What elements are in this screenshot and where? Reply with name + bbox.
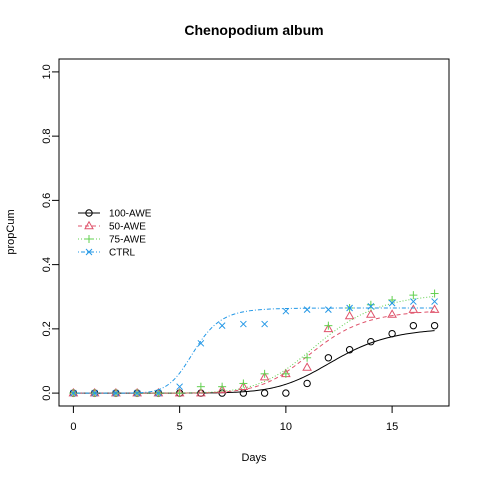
- data-point: [260, 389, 269, 397]
- legend-item: CTRL: [78, 248, 136, 259]
- x-axis-label: Days: [241, 452, 267, 464]
- data-point: [218, 382, 227, 391]
- x-axis: 0 5 10 15: [70, 405, 398, 433]
- legend-marker: [85, 209, 93, 217]
- data-point: [217, 384, 227, 394]
- data-point: [282, 307, 290, 315]
- data-point: [197, 339, 205, 347]
- fit-line-100-AWE: [73, 330, 435, 394]
- data-point: [176, 383, 183, 391]
- series-CTRL: [70, 298, 438, 397]
- data-point: [388, 329, 396, 338]
- data-point: [408, 304, 419, 313]
- data-point: [323, 323, 334, 333]
- data-point: [303, 306, 311, 313]
- data-point: [240, 320, 247, 328]
- data-point: [155, 389, 162, 397]
- series-layer: [68, 289, 440, 398]
- data-point: [409, 298, 417, 305]
- data-point: [282, 389, 290, 397]
- y-axis: 0.0 0.2 0.4 0.6 0.8 1.0: [41, 64, 60, 401]
- data-point: [367, 338, 375, 346]
- legend-item: 100-AWE: [78, 209, 152, 220]
- data-point: [112, 389, 120, 397]
- data-point: [133, 389, 141, 397]
- series-50-AWE: [68, 304, 440, 397]
- y-tick-label: 0.6: [41, 193, 53, 208]
- y-axis-label: propCum: [5, 209, 17, 254]
- legend: 100-AWE 50-AWE 75-AWE CTRL: [78, 209, 152, 259]
- fit-line-50-AWE: [73, 311, 435, 394]
- legend-marker: [85, 235, 93, 243]
- data-point: [387, 309, 397, 318]
- data-point: [239, 389, 248, 397]
- data-point: [429, 304, 440, 313]
- x-tick-label: 10: [280, 421, 292, 433]
- data-point: [281, 369, 290, 378]
- data-point: [261, 320, 268, 328]
- data-point: [303, 379, 311, 388]
- plot-frame: [58, 58, 450, 407]
- x-tick-label: 15: [386, 421, 398, 433]
- data-point: [70, 389, 77, 397]
- data-point: [259, 371, 270, 381]
- data-point: [175, 389, 184, 398]
- data-point: [239, 379, 248, 388]
- data-point: [367, 303, 375, 310]
- data-point: [430, 289, 439, 298]
- data-point: [409, 321, 418, 330]
- x-tick-label: 0: [70, 421, 76, 433]
- data-point: [365, 309, 376, 318]
- legend-label: CTRL: [109, 248, 136, 259]
- data-point: [91, 389, 99, 397]
- legend-item: 75-AWE: [78, 235, 146, 246]
- series-100-AWE: [69, 321, 439, 397]
- y-tick-label: 0.4: [41, 257, 53, 272]
- fit-line-CTRL: [73, 307, 435, 394]
- data-point: [302, 362, 312, 371]
- legend-label: 50-AWE: [109, 222, 146, 233]
- data-point: [366, 300, 375, 309]
- data-point: [260, 369, 269, 378]
- chart-title: Chenopodium album: [184, 22, 323, 38]
- data-point: [346, 304, 353, 312]
- data-point: [324, 321, 333, 330]
- fit-line-75-AWE: [73, 295, 435, 394]
- series-75-AWE: [69, 289, 439, 398]
- y-tick-label: 0.2: [41, 321, 53, 336]
- data-point: [345, 346, 354, 354]
- data-point: [388, 299, 396, 307]
- data-point: [430, 321, 439, 330]
- legend-label: 100-AWE: [109, 209, 152, 220]
- data-point: [324, 354, 333, 362]
- data-point: [431, 298, 438, 305]
- data-point: [218, 322, 226, 330]
- legend-marker: [85, 248, 93, 256]
- legend-marker: [84, 220, 94, 230]
- data-point: [196, 382, 205, 391]
- data-point: [409, 291, 418, 300]
- data-point: [303, 353, 312, 362]
- y-tick-label: 1.0: [41, 64, 53, 79]
- legend-label: 75-AWE: [109, 235, 146, 246]
- data-point: [325, 306, 332, 313]
- y-tick-label: 0.8: [41, 128, 53, 143]
- x-tick-label: 5: [177, 421, 183, 433]
- data-point: [344, 310, 355, 320]
- data-point: [238, 381, 249, 390]
- legend-item: 50-AWE: [78, 220, 146, 233]
- y-tick-label: 0.0: [41, 385, 53, 400]
